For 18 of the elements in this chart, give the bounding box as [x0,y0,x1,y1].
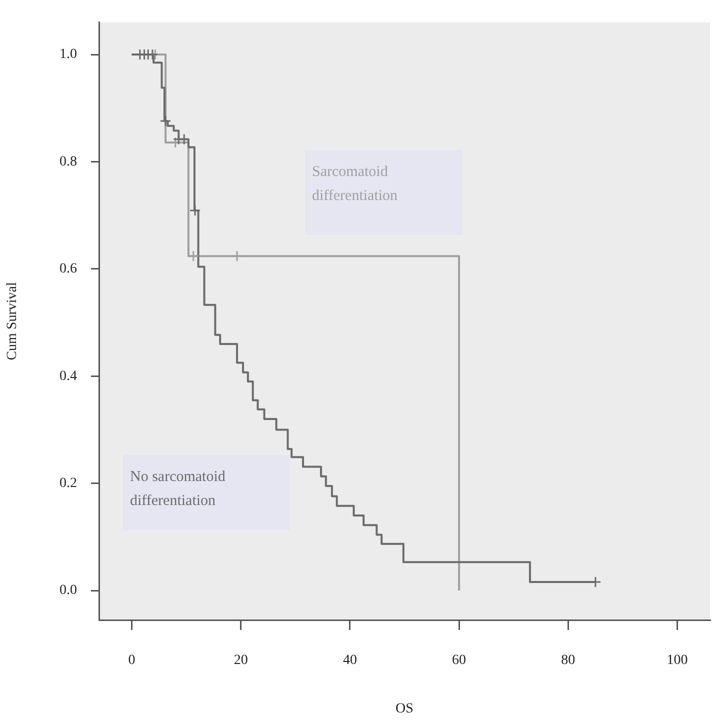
y-tick-label: 0.6 [60,262,77,277]
y-axis-title: Cum Survival [5,282,20,360]
x-tick-label: 60 [452,653,466,668]
x-tick-label: 0 [128,653,136,668]
x-tick-label: 80 [561,653,576,668]
x-tick-label: 40 [342,653,357,668]
y-tick-label: 1.0 [60,47,77,62]
x-tick-label: 20 [234,653,248,668]
y-tick-label: 0.4 [60,368,77,384]
label-box: Sarcomatoid differentiation [305,150,462,235]
label-box: No sarcomatoid differentiation [123,455,290,530]
y-tick-label: 0.2 [60,476,77,491]
point [189,204,201,216]
y-tick-label: 0.8 [60,154,77,170]
point [160,115,172,127]
x-tick-label: 100 [666,653,688,668]
x-axis-title: OS [396,701,414,716]
y-tick-label: 0.0 [60,583,77,598]
